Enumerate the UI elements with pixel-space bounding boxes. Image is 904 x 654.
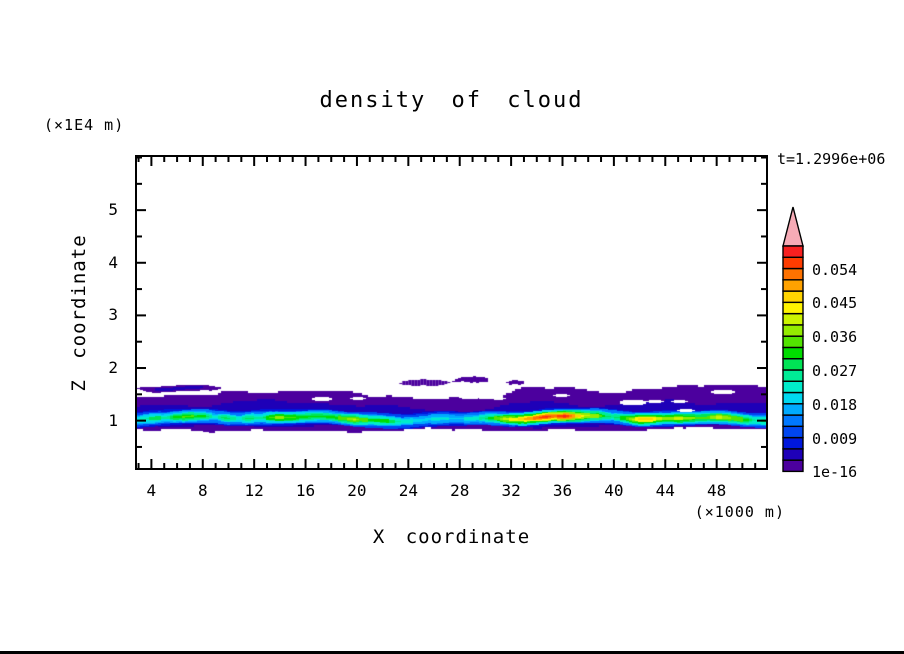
colorbar-cell — [782, 425, 804, 439]
colorbar-cell — [782, 267, 804, 281]
x-tick-label: 32 — [501, 481, 521, 500]
z-tick-label: 5 — [108, 200, 118, 220]
x-tick-label: 12 — [244, 481, 264, 500]
colorbar-cell — [782, 414, 804, 428]
colorbar-cell — [782, 380, 804, 394]
x-tick-label: 20 — [347, 481, 367, 500]
colorbar-cell — [782, 312, 804, 326]
colorbar-cell — [782, 301, 804, 315]
colorbar-label: 0.045 — [812, 294, 858, 313]
colorbar-cell — [782, 346, 804, 360]
colorbar-cell — [782, 391, 804, 405]
x-tick-label: 24 — [398, 481, 418, 500]
x-tick-label: 16 — [295, 481, 316, 500]
x-tick-label: 44 — [655, 481, 675, 500]
colorbar-cell — [782, 335, 804, 349]
x-tick-label: 28 — [450, 481, 470, 500]
z-tick-label: 4 — [108, 252, 118, 272]
colorbar-cell — [782, 324, 804, 337]
x-tick-label: 8 — [197, 481, 208, 500]
z-axis-label-wrap: Z coordinate — [62, 155, 96, 470]
colorbar-cell — [782, 256, 804, 270]
z-tick-label: 1 — [108, 410, 118, 430]
colorbar-label: 0.027 — [812, 361, 858, 380]
colorbar-cell — [782, 448, 804, 461]
colorbar-cell — [782, 403, 804, 416]
colorbar-label: 1e-16 — [812, 463, 858, 482]
y-axis-units-label: (×1E4 m) — [44, 116, 125, 134]
bottom-window-edge — [0, 651, 904, 654]
contour-plot-canvas — [137, 157, 766, 468]
x-tick-label: 36 — [552, 481, 573, 500]
colorbar-label: 0.009 — [812, 429, 858, 448]
colorbar-cell — [782, 245, 804, 258]
colorbar-cell — [782, 279, 804, 292]
time-annotation: t=1.2996e+06 — [777, 150, 886, 168]
x-axis-label: X coordinate — [372, 526, 531, 548]
colorbar-cell — [782, 290, 804, 304]
x-tick-label: 48 — [707, 481, 727, 500]
chart-title: density of cloud — [319, 88, 584, 113]
x-tick-label: 4 — [146, 481, 157, 500]
colorbar-cell — [782, 436, 804, 450]
colorbar-overflow-arrow — [782, 206, 804, 247]
z-axis-label: Z coordinate — [68, 233, 90, 392]
x-tick-label: 40 — [604, 481, 624, 500]
z-tick-label: 2 — [108, 358, 118, 378]
colorbar-cell — [782, 459, 804, 473]
z-tick-label: 3 — [108, 305, 118, 325]
plot-area — [135, 155, 768, 470]
colorbar-cell — [782, 357, 804, 371]
colorbar-cell — [782, 369, 804, 382]
x-axis-units-label: (×1000 m) — [694, 503, 785, 521]
colorbar — [782, 206, 804, 473]
colorbar-label: 0.018 — [812, 395, 858, 414]
colorbar-label: 0.036 — [812, 328, 858, 347]
colorbar-label: 0.054 — [812, 260, 858, 279]
